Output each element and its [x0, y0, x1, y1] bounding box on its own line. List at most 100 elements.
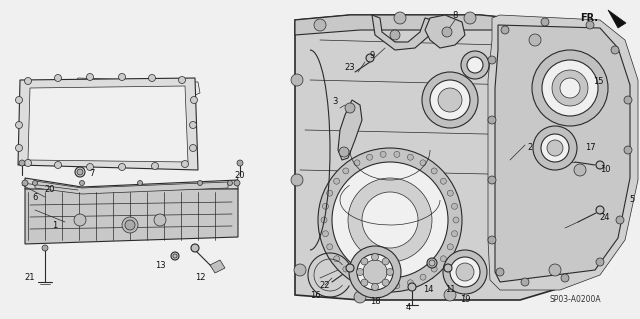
Polygon shape [608, 10, 626, 28]
Circle shape [171, 252, 179, 260]
Circle shape [408, 283, 416, 291]
Circle shape [560, 78, 580, 98]
Polygon shape [28, 86, 188, 162]
Circle shape [148, 75, 156, 81]
Text: 4: 4 [405, 303, 411, 313]
Circle shape [291, 74, 303, 86]
Circle shape [182, 160, 189, 167]
Circle shape [371, 284, 378, 291]
Polygon shape [18, 78, 198, 170]
Circle shape [461, 51, 489, 79]
Circle shape [179, 77, 186, 84]
Circle shape [86, 164, 93, 170]
Circle shape [354, 160, 360, 166]
Text: 19: 19 [460, 295, 470, 305]
Circle shape [371, 254, 378, 261]
Circle shape [75, 167, 85, 177]
Circle shape [431, 266, 437, 272]
Circle shape [561, 274, 569, 282]
Circle shape [596, 258, 604, 266]
Polygon shape [488, 15, 638, 290]
Text: 22: 22 [320, 280, 330, 290]
Circle shape [444, 264, 452, 272]
Circle shape [549, 264, 561, 276]
Circle shape [198, 181, 202, 186]
Circle shape [542, 60, 598, 116]
Text: 23: 23 [345, 63, 355, 72]
Circle shape [394, 151, 400, 157]
Circle shape [354, 274, 360, 280]
Circle shape [496, 268, 504, 276]
Circle shape [456, 263, 474, 281]
Circle shape [624, 96, 632, 104]
Polygon shape [425, 15, 465, 48]
Text: 9: 9 [369, 50, 374, 60]
Circle shape [532, 50, 608, 126]
Polygon shape [372, 15, 432, 50]
Polygon shape [295, 15, 590, 300]
Circle shape [574, 164, 586, 176]
Circle shape [529, 34, 541, 46]
Circle shape [227, 181, 232, 186]
Circle shape [420, 160, 426, 166]
Circle shape [237, 160, 243, 166]
Circle shape [430, 80, 470, 120]
Polygon shape [210, 260, 225, 273]
Circle shape [367, 154, 372, 160]
Text: 21: 21 [25, 273, 35, 283]
Text: 24: 24 [600, 213, 611, 222]
Text: 3: 3 [332, 98, 338, 107]
Circle shape [361, 258, 368, 265]
Circle shape [15, 97, 22, 103]
Circle shape [346, 264, 354, 272]
Text: 13: 13 [155, 261, 165, 270]
Circle shape [552, 70, 588, 106]
Text: 10: 10 [600, 166, 611, 174]
Circle shape [345, 103, 355, 113]
Circle shape [326, 244, 333, 250]
Circle shape [125, 220, 135, 230]
Circle shape [569, 84, 581, 96]
Circle shape [189, 122, 196, 129]
Circle shape [382, 258, 389, 265]
Circle shape [596, 161, 604, 169]
Circle shape [361, 279, 368, 286]
Circle shape [624, 146, 632, 154]
Circle shape [440, 178, 446, 184]
Circle shape [453, 217, 459, 223]
Text: 2: 2 [527, 144, 532, 152]
Circle shape [349, 246, 401, 298]
Text: 16: 16 [310, 291, 320, 300]
Circle shape [382, 279, 389, 286]
Text: 8: 8 [452, 11, 458, 19]
Circle shape [533, 126, 577, 170]
Circle shape [19, 160, 25, 166]
Circle shape [541, 18, 549, 26]
Circle shape [427, 258, 437, 268]
Circle shape [422, 72, 478, 128]
Circle shape [452, 203, 458, 209]
Circle shape [380, 151, 386, 157]
Circle shape [444, 289, 456, 301]
Circle shape [333, 256, 340, 262]
Circle shape [24, 78, 31, 85]
Circle shape [54, 75, 61, 81]
Circle shape [488, 56, 496, 64]
Circle shape [22, 180, 28, 186]
Circle shape [118, 73, 125, 80]
Text: FR.: FR. [580, 13, 598, 23]
Text: SP03-A0200A: SP03-A0200A [549, 295, 601, 305]
Circle shape [333, 178, 340, 184]
Circle shape [33, 181, 38, 186]
Polygon shape [510, 20, 590, 285]
Circle shape [191, 244, 199, 252]
Circle shape [408, 280, 413, 286]
Circle shape [394, 12, 406, 24]
Polygon shape [495, 25, 630, 282]
Circle shape [387, 269, 394, 276]
Circle shape [138, 181, 143, 186]
Circle shape [408, 154, 413, 160]
Circle shape [488, 236, 496, 244]
Circle shape [541, 134, 569, 162]
Circle shape [234, 180, 240, 186]
